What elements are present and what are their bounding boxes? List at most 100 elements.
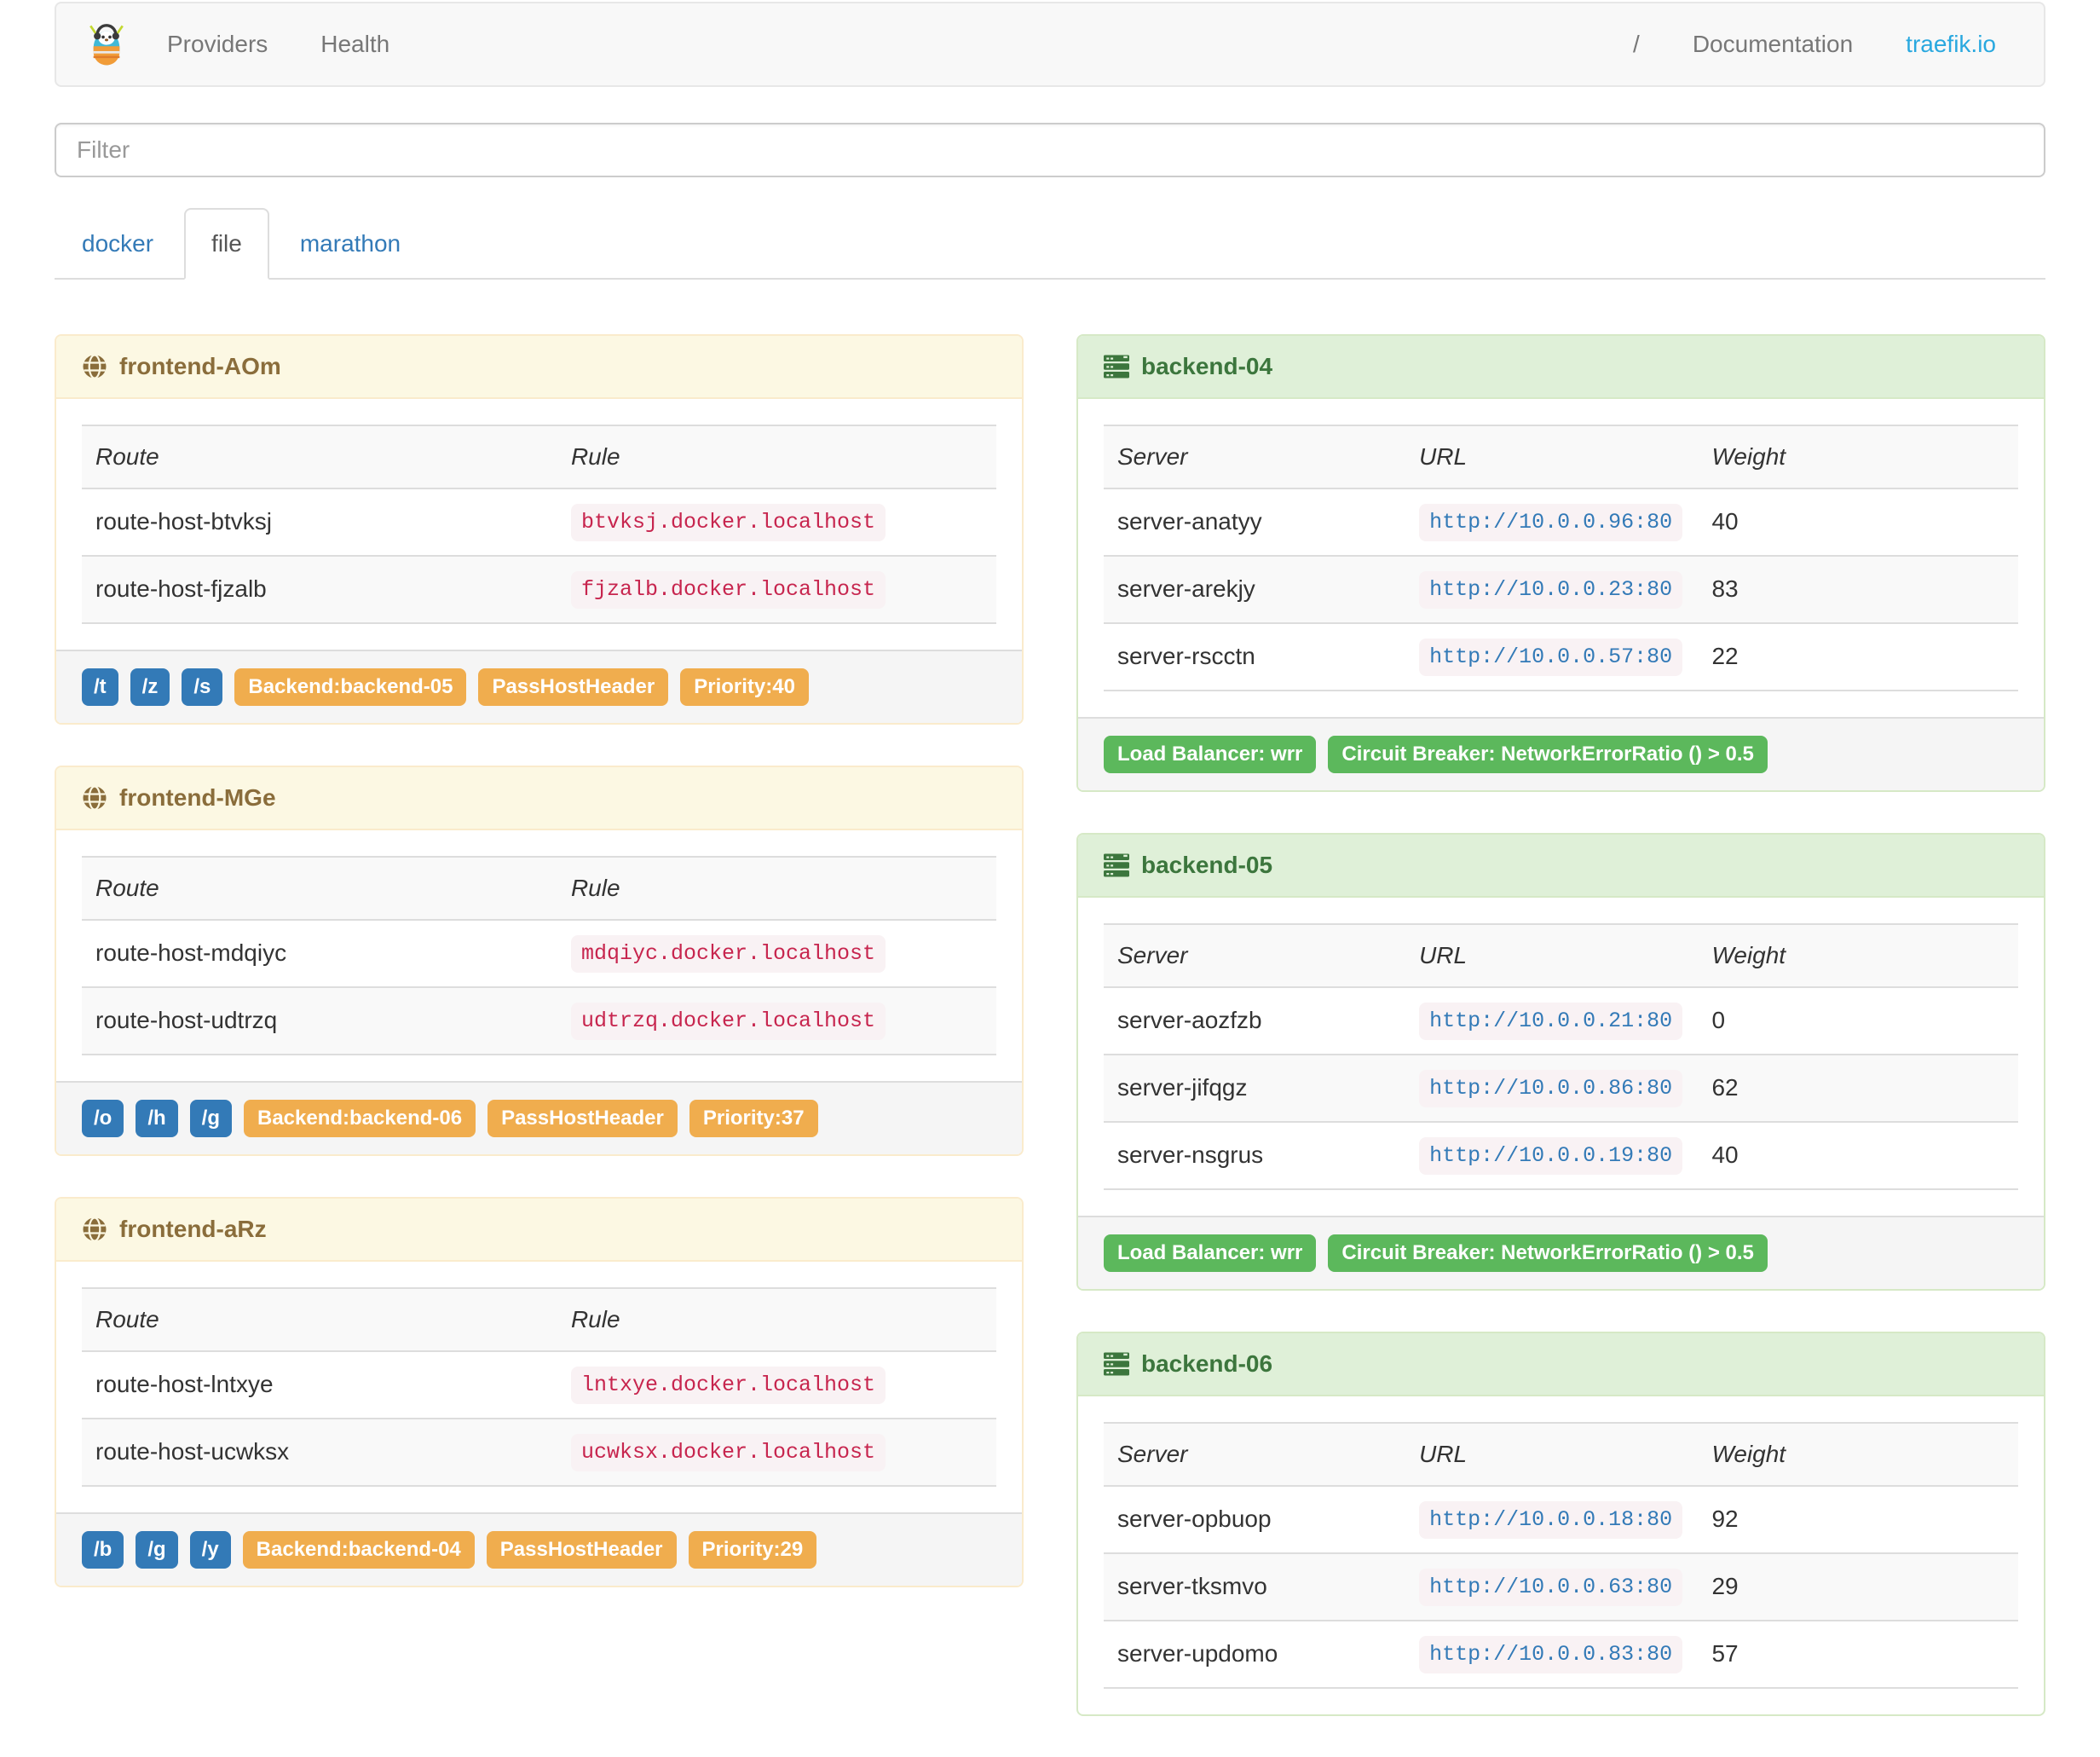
table-row: route-host-fjzalb fjzalb.docker.localhos… <box>82 554 996 623</box>
route-cell: route-host-ucwksx <box>82 1417 557 1486</box>
weight-cell: 92 <box>1698 1484 2018 1553</box>
rule-code: ucwksx.docker.localhost <box>570 1433 886 1471</box>
nav-link-providers[interactable]: Providers <box>167 31 268 57</box>
column-header-rule: Rule <box>570 1305 620 1332</box>
frontend-panel-mge: frontend-MGe Route Rule route-host-mdqiy… <box>55 765 1024 1156</box>
nav-link-traefik-io[interactable]: traefik.io <box>1906 31 1996 57</box>
server-cell: server-jifqgz <box>1104 1053 1406 1122</box>
page-container: Providers Health / Documentation traefik… <box>55 2 2045 1757</box>
url-code: http://10.0.0.19:80 <box>1419 1136 1683 1175</box>
url-code: http://10.0.0.86:80 <box>1419 1069 1683 1107</box>
table-row: route-host-udtrzq udtrzq.docker.localhos… <box>82 985 996 1055</box>
filter-input[interactable] <box>55 123 2045 177</box>
panel-body: Route Rule route-host-lntxye lntxye.dock… <box>56 1262 1022 1512</box>
panel-title: backend-04 <box>1141 352 1273 379</box>
url-code: http://10.0.0.83:80 <box>1419 1635 1683 1673</box>
panel-title: backend-05 <box>1141 851 1273 878</box>
panel-body: Route Rule route-host-btvksj btvksj.dock… <box>56 399 1022 650</box>
nav-link-health[interactable]: Health <box>320 31 390 57</box>
weight-cell: 22 <box>1698 621 2018 691</box>
frontends-column: frontend-AOm Route Rule route-host-btvks… <box>55 333 1024 1628</box>
column-header-rule: Rule <box>570 874 620 901</box>
path-label: /o <box>82 1099 124 1137</box>
column-header-weight: Weight <box>1711 1440 1786 1467</box>
route-cell: route-host-lntxye <box>82 1350 557 1419</box>
rule-code: udtrzq.docker.localhost <box>570 1002 886 1040</box>
table-row: server-anatyy http://10.0.0.96:80 40 <box>1104 487 2018 556</box>
backend-panel-heading: backend-05 <box>1078 834 2044 898</box>
circuit-breaker-label: Circuit Breaker: NetworkErrorRatio () > … <box>1328 735 1768 773</box>
panel-title: frontend-aRz <box>119 1215 267 1242</box>
table-row: route-host-mdqiyc mdqiyc.docker.localhos… <box>82 918 996 987</box>
weight-cell: 57 <box>1698 1619 2018 1688</box>
tab-marathon[interactable]: marathon <box>299 230 401 257</box>
column-header-rule: Rule <box>570 442 620 470</box>
table-row: server-arekjy http://10.0.0.23:80 83 <box>1104 554 2018 623</box>
column-header-weight: Weight <box>1711 442 1786 470</box>
route-cell: route-host-fjzalb <box>82 554 557 623</box>
frontend-panel-arz: frontend-aRz Route Rule route-host-lntxy… <box>55 1196 1024 1587</box>
table-row: server-rscctn http://10.0.0.57:80 22 <box>1104 621 2018 691</box>
load-balancer-label: Load Balancer: wrr <box>1104 735 1317 773</box>
globe-icon <box>82 1217 107 1242</box>
route-cell: route-host-udtrzq <box>82 985 557 1055</box>
path-label: /h <box>136 1099 178 1137</box>
table-row: server-tksmvo http://10.0.0.63:80 29 <box>1104 1552 2018 1621</box>
panel-footer: /t /z /s Backend:backend-05 PassHostHead… <box>56 649 1022 723</box>
route-table: Route Rule route-host-btvksj btvksj.dock… <box>82 424 996 624</box>
panel-footer: /o /h /g Backend:backend-06 PassHostHead… <box>56 1080 1022 1154</box>
path-label: /s <box>182 668 223 706</box>
url-code: http://10.0.0.57:80 <box>1419 638 1683 676</box>
url-code: http://10.0.0.21:80 <box>1419 1002 1683 1040</box>
rule-code: mdqiyc.docker.localhost <box>570 934 886 973</box>
load-balancer-label: Load Balancer: wrr <box>1104 1234 1317 1272</box>
path-label: /b <box>82 1530 124 1569</box>
server-stack-icon <box>1104 852 1129 878</box>
traefik-brand[interactable] <box>87 23 126 66</box>
rule-code: lntxye.docker.localhost <box>570 1366 886 1404</box>
table-row: server-jifqgz http://10.0.0.86:80 62 <box>1104 1053 2018 1122</box>
server-cell: server-nsgrus <box>1104 1120 1406 1189</box>
passhostheader-tag-label: PassHostHeader <box>486 1530 677 1569</box>
server-table: Server URL Weight server-opbuop http://1… <box>1104 1421 2018 1689</box>
server-stack-icon <box>1104 1351 1129 1377</box>
url-code: http://10.0.0.23:80 <box>1419 570 1683 609</box>
weight-cell: 29 <box>1698 1552 2018 1621</box>
panel-body: Route Rule route-host-mdqiyc mdqiyc.dock… <box>56 830 1022 1081</box>
server-table: Server URL Weight server-aozfzb http://1… <box>1104 922 2018 1190</box>
tab-docker[interactable]: docker <box>82 230 154 257</box>
table-header-row: Server URL Weight <box>1104 923 2018 987</box>
backends-column: backend-04 Server URL Weight server-anat… <box>1076 333 2045 1757</box>
server-stack-icon <box>1104 354 1129 379</box>
table-row: server-nsgrus http://10.0.0.19:80 40 <box>1104 1120 2018 1189</box>
circuit-breaker-label: Circuit Breaker: NetworkErrorRatio () > … <box>1328 1234 1768 1272</box>
path-label: /y <box>189 1530 231 1569</box>
server-table: Server URL Weight server-anatyy http://1… <box>1104 424 2018 691</box>
panel-title: frontend-MGe <box>119 783 276 811</box>
column-header-server: Server <box>1117 941 1188 968</box>
rule-code: btvksj.docker.localhost <box>570 503 886 541</box>
backend-tag-label: Backend:backend-06 <box>243 1099 476 1137</box>
frontend-panel-heading: frontend-AOm <box>56 335 1022 399</box>
server-cell: server-aozfzb <box>1104 985 1406 1055</box>
server-cell: server-arekjy <box>1104 554 1406 623</box>
table-header-row: Server URL Weight <box>1104 425 2018 488</box>
weight-cell: 40 <box>1698 487 2018 556</box>
path-label: /z <box>130 668 170 706</box>
panel-footer: Load Balancer: wrr Circuit Breaker: Netw… <box>1078 716 2044 790</box>
server-cell: server-anatyy <box>1104 487 1406 556</box>
weight-cell: 83 <box>1698 554 2018 623</box>
rule-code: fjzalb.docker.localhost <box>570 570 886 609</box>
panel-footer: /b /g /y Backend:backend-04 PassHostHead… <box>56 1511 1022 1586</box>
route-cell: route-host-btvksj <box>82 487 557 556</box>
server-cell: server-opbuop <box>1104 1484 1406 1553</box>
tab-file[interactable]: file <box>184 208 269 280</box>
route-cell: route-host-mdqiyc <box>82 918 557 987</box>
column-header-route: Route <box>95 1305 159 1332</box>
backend-panel-heading: backend-04 <box>1078 335 2044 399</box>
server-cell: server-updomo <box>1104 1619 1406 1688</box>
backend-panel-06: backend-06 Server URL Weight server-opbu… <box>1076 1331 2045 1716</box>
nav-link-documentation[interactable]: Documentation <box>1692 31 1854 57</box>
table-header-row: Route Rule <box>82 856 996 920</box>
column-header-server: Server <box>1117 442 1188 470</box>
